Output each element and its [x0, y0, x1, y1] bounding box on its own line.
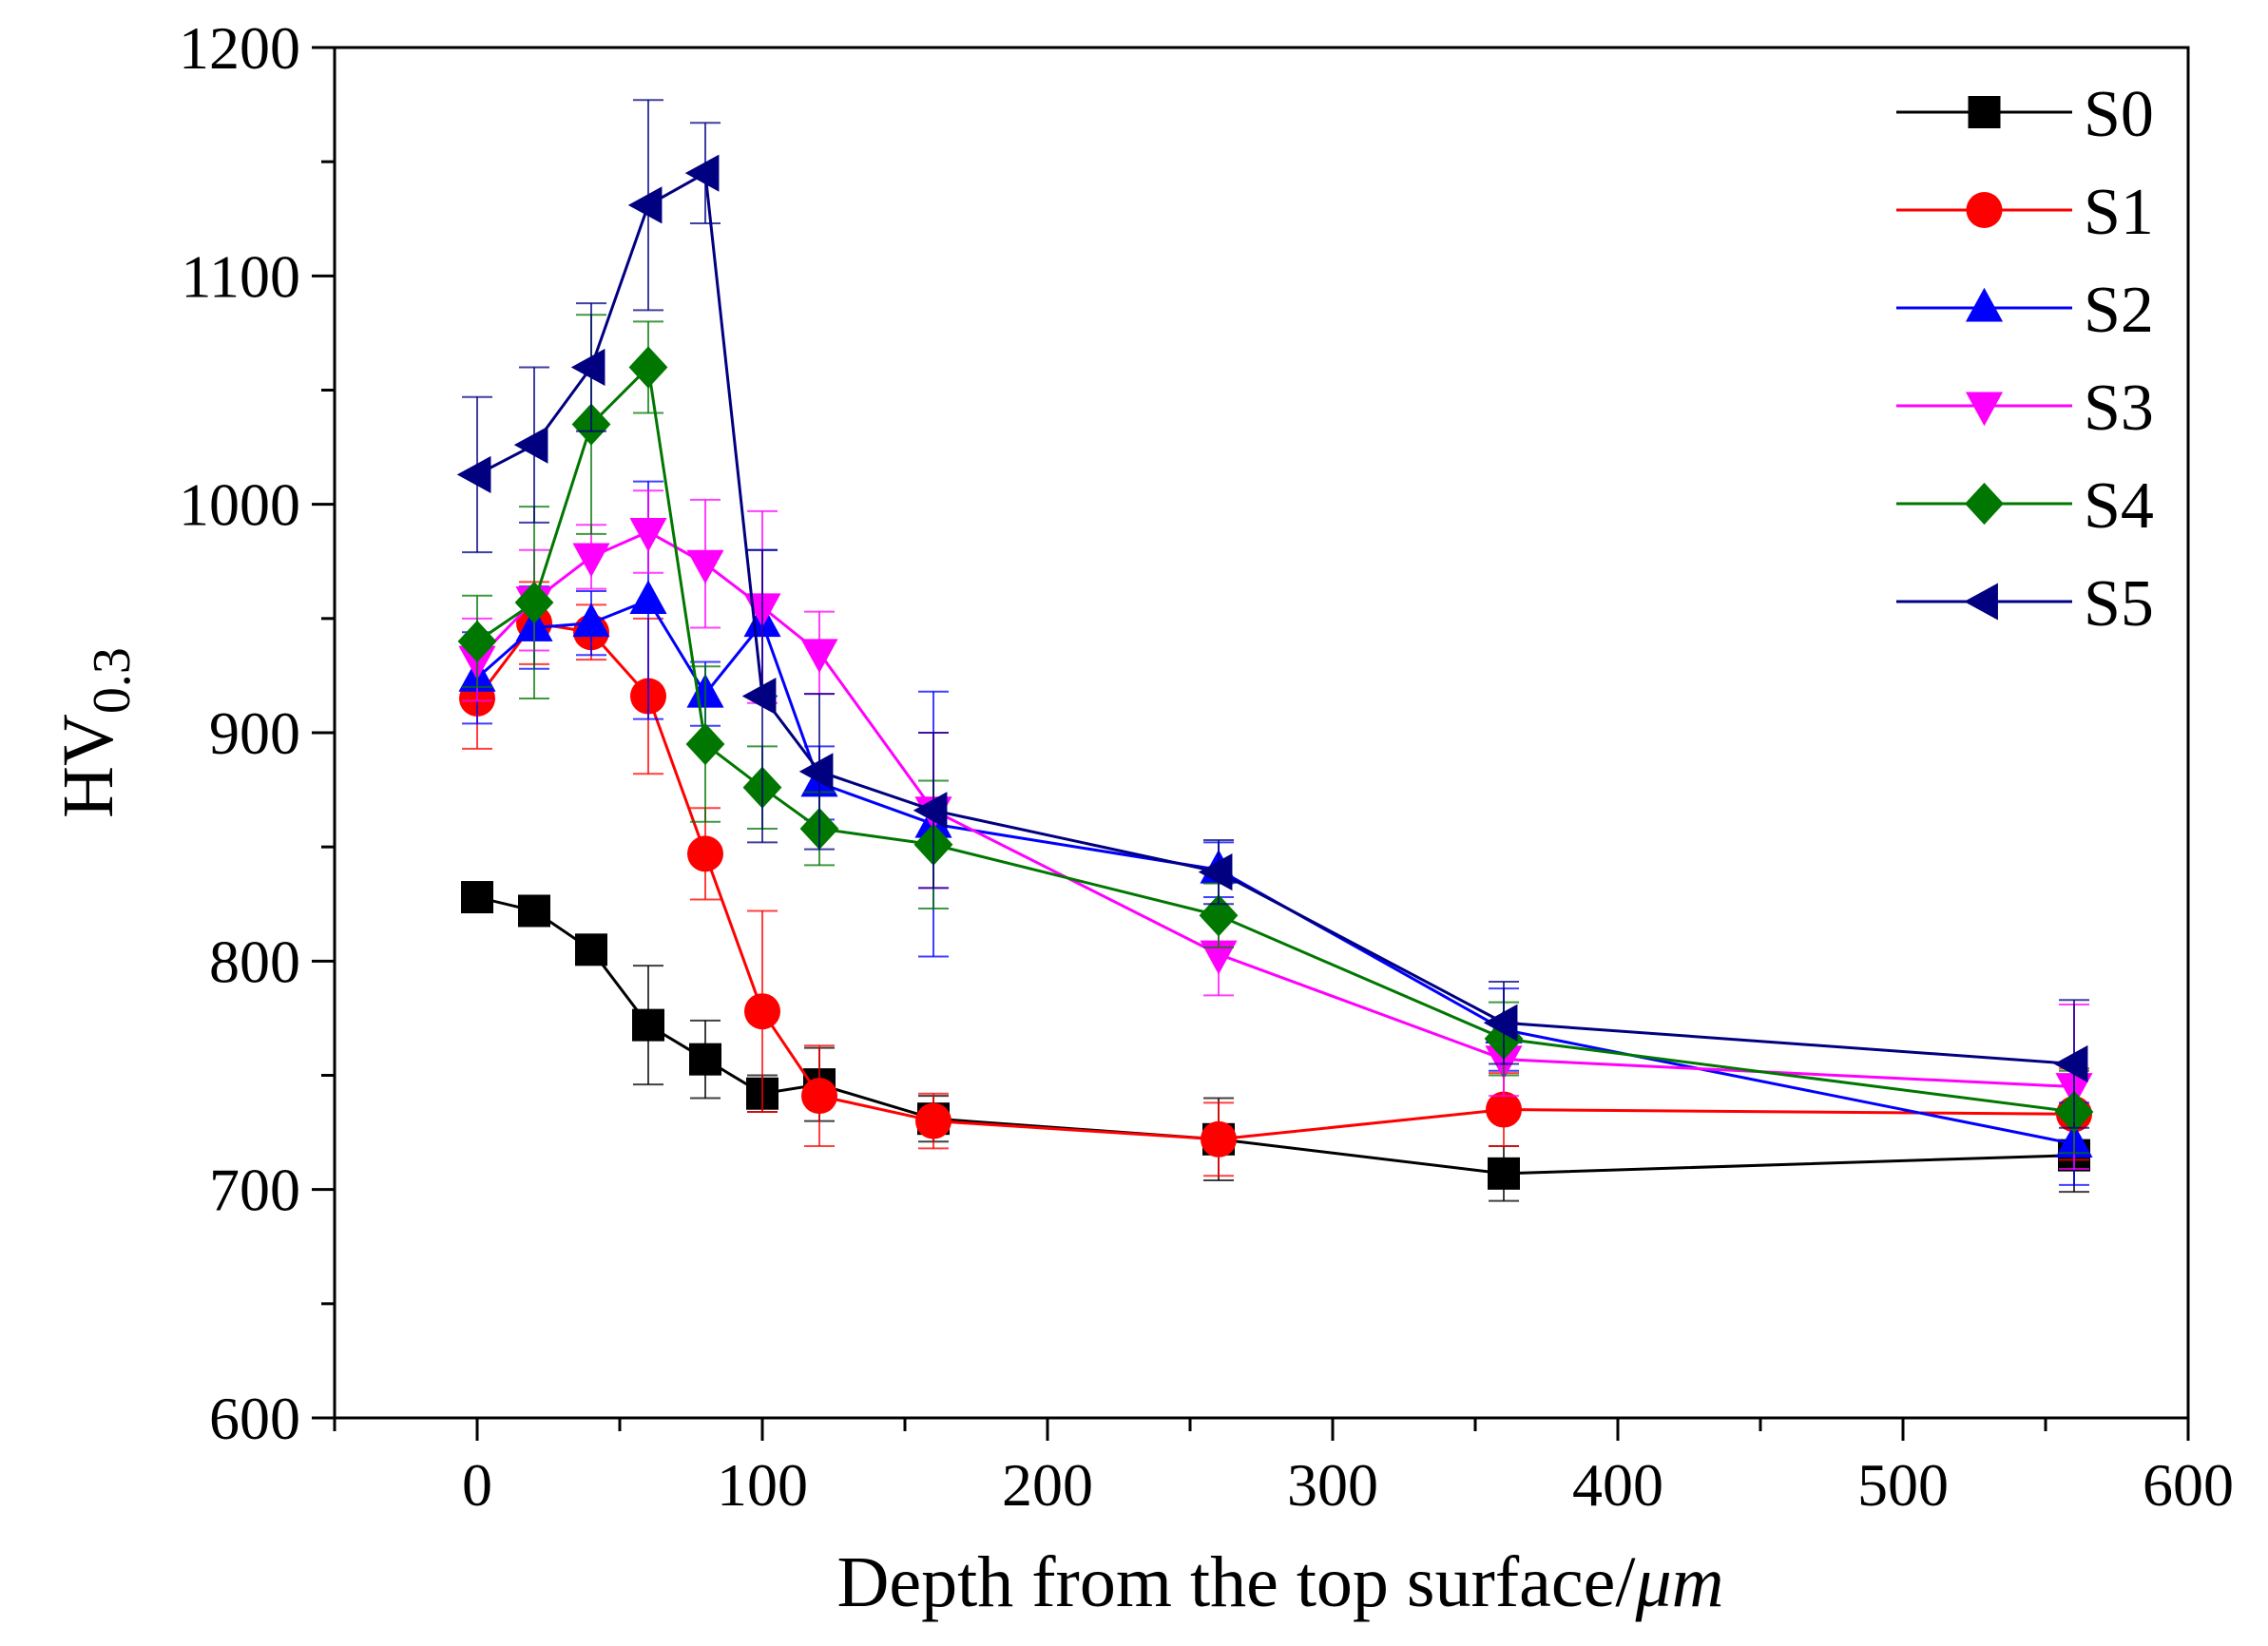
data-point	[514, 581, 554, 624]
legend-entry-s1: S1	[1896, 176, 2154, 249]
legend-label: S5	[2084, 567, 2154, 641]
data-point	[684, 154, 720, 192]
x-tick-label: 300	[1287, 1451, 1378, 1519]
data-point	[689, 1043, 721, 1076]
series-s5	[456, 99, 2089, 1129]
data-point	[1486, 1091, 1522, 1128]
legend-label: S1	[2084, 176, 2154, 249]
data-point	[461, 881, 493, 914]
data-point	[741, 677, 777, 716]
series-s0	[461, 881, 2090, 1202]
data-point	[685, 722, 725, 766]
data-point	[1201, 1120, 1237, 1158]
series-s1	[459, 581, 2092, 1177]
y-tick-label: 900	[209, 699, 300, 767]
legend-marker	[1965, 482, 2004, 526]
data-point	[629, 518, 667, 552]
legend-entry-s0: S0	[1896, 78, 2154, 151]
data-point	[1200, 940, 1238, 975]
legend-marker	[1965, 392, 2004, 427]
legend-entry-s2: S2	[1896, 274, 2154, 347]
y-tick-label: 1200	[179, 14, 300, 82]
data-point	[2053, 1044, 2088, 1083]
data-point	[687, 835, 723, 872]
legend-entry-s3: S3	[1896, 372, 2154, 445]
data-point	[913, 792, 948, 830]
legend-label: S0	[2084, 78, 2154, 151]
series-s2	[458, 480, 2093, 1186]
legend-label: S2	[2084, 274, 2154, 347]
y-tick-label: 700	[209, 1157, 300, 1224]
legend-label: S3	[2084, 372, 2154, 445]
data-point	[1198, 853, 1233, 891]
y-axis-title: HV0.3	[48, 647, 142, 818]
x-axis-title: Depth from the top surface/μm	[837, 1542, 1724, 1622]
data-point	[572, 603, 610, 638]
data-point	[572, 543, 610, 578]
legend-marker	[1968, 96, 2001, 128]
x-tick-label: 600	[2143, 1451, 2234, 1519]
legend: S0 S1 S2 S3 S4 S5	[1896, 78, 2154, 641]
x-tick-label: 500	[1857, 1451, 1949, 1519]
data-point	[628, 346, 668, 389]
x-tick-label: 100	[717, 1451, 808, 1519]
y-tick-label: 1100	[181, 242, 300, 310]
y-axis-title-main: HV	[48, 714, 128, 818]
x-tick-label: 400	[1572, 1451, 1663, 1519]
data-point	[575, 933, 607, 967]
series-s4	[457, 314, 2094, 1155]
plot-frame	[333, 46, 2190, 1420]
data-point	[800, 639, 838, 674]
x-tick-label: 0	[462, 1451, 492, 1519]
legend-marker	[1964, 583, 1998, 621]
data-point	[456, 455, 491, 493]
legend-label: S4	[2084, 469, 2154, 543]
data-point	[1488, 1157, 1520, 1190]
y-axis-title-subscript: 0.3	[83, 647, 142, 714]
series-line	[476, 170, 2075, 1065]
data-point	[513, 426, 548, 464]
legend-marker	[1966, 192, 2003, 228]
data-point	[744, 993, 780, 1030]
y-tick-label: 800	[209, 928, 300, 995]
legend-marker	[1965, 287, 2004, 322]
data-point	[627, 186, 663, 224]
data-point	[629, 580, 667, 615]
y-tick-label: 600	[209, 1385, 300, 1452]
data-point	[801, 1078, 837, 1115]
legend-entry-s5: S5	[1896, 567, 2154, 641]
data-point	[570, 348, 605, 387]
data-point	[632, 1008, 664, 1042]
data-point	[518, 894, 550, 928]
data-point	[457, 620, 497, 662]
x-axis-title-main: Depth from the top surface/	[837, 1542, 1637, 1622]
x-tick-label: 200	[1002, 1451, 1093, 1519]
legend-entry-s4: S4	[1896, 469, 2154, 543]
data-point	[686, 549, 724, 584]
data-point	[1483, 1004, 1518, 1042]
x-axis-title-unit: μm	[1634, 1542, 1723, 1622]
series-line	[475, 529, 2075, 1089]
data-point	[915, 1102, 951, 1139]
data-point	[798, 753, 834, 791]
y-tick-label: 1000	[179, 471, 300, 539]
